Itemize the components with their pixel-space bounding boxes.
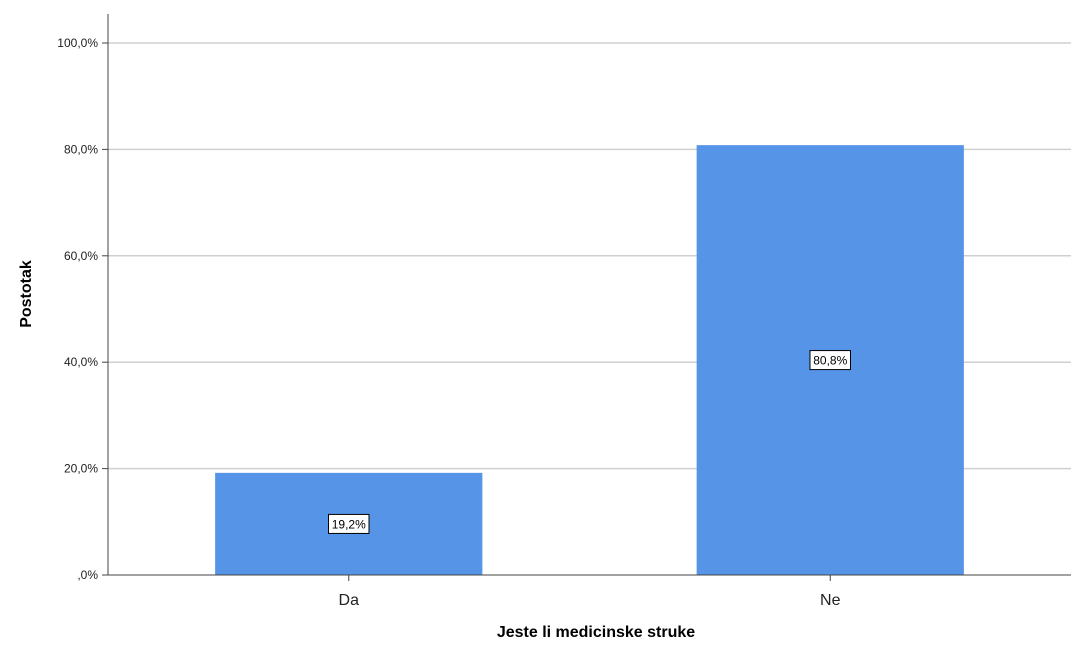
x-axis-title: Jeste li medicinske struke (497, 624, 695, 641)
y-tick-label: ,0% (77, 568, 98, 582)
x-tick-label: Da (339, 592, 360, 609)
data-label-box (328, 513, 370, 534)
y-tick-labels: ,0% 20,0% 40,0% 60,0% 80,0% 100,0% (57, 36, 98, 582)
y-tick-label: 40,0% (64, 355, 98, 369)
data-label: 19,2% (332, 517, 366, 531)
y-tick-label: 80,0% (64, 142, 98, 156)
data-label: 80,8% (813, 354, 847, 368)
bars: 19,2% 80,8% (215, 145, 964, 576)
axes (102, 14, 1071, 581)
y-tick-label: 20,0% (64, 462, 98, 476)
y-tick-label: 60,0% (64, 249, 98, 263)
x-tick-labels: Da Ne (339, 592, 841, 609)
data-label-box (809, 350, 851, 371)
y-axis-title: Postotak (18, 260, 35, 328)
y-tick-label: 100,0% (57, 36, 98, 50)
x-tick-label: Ne (820, 592, 841, 609)
